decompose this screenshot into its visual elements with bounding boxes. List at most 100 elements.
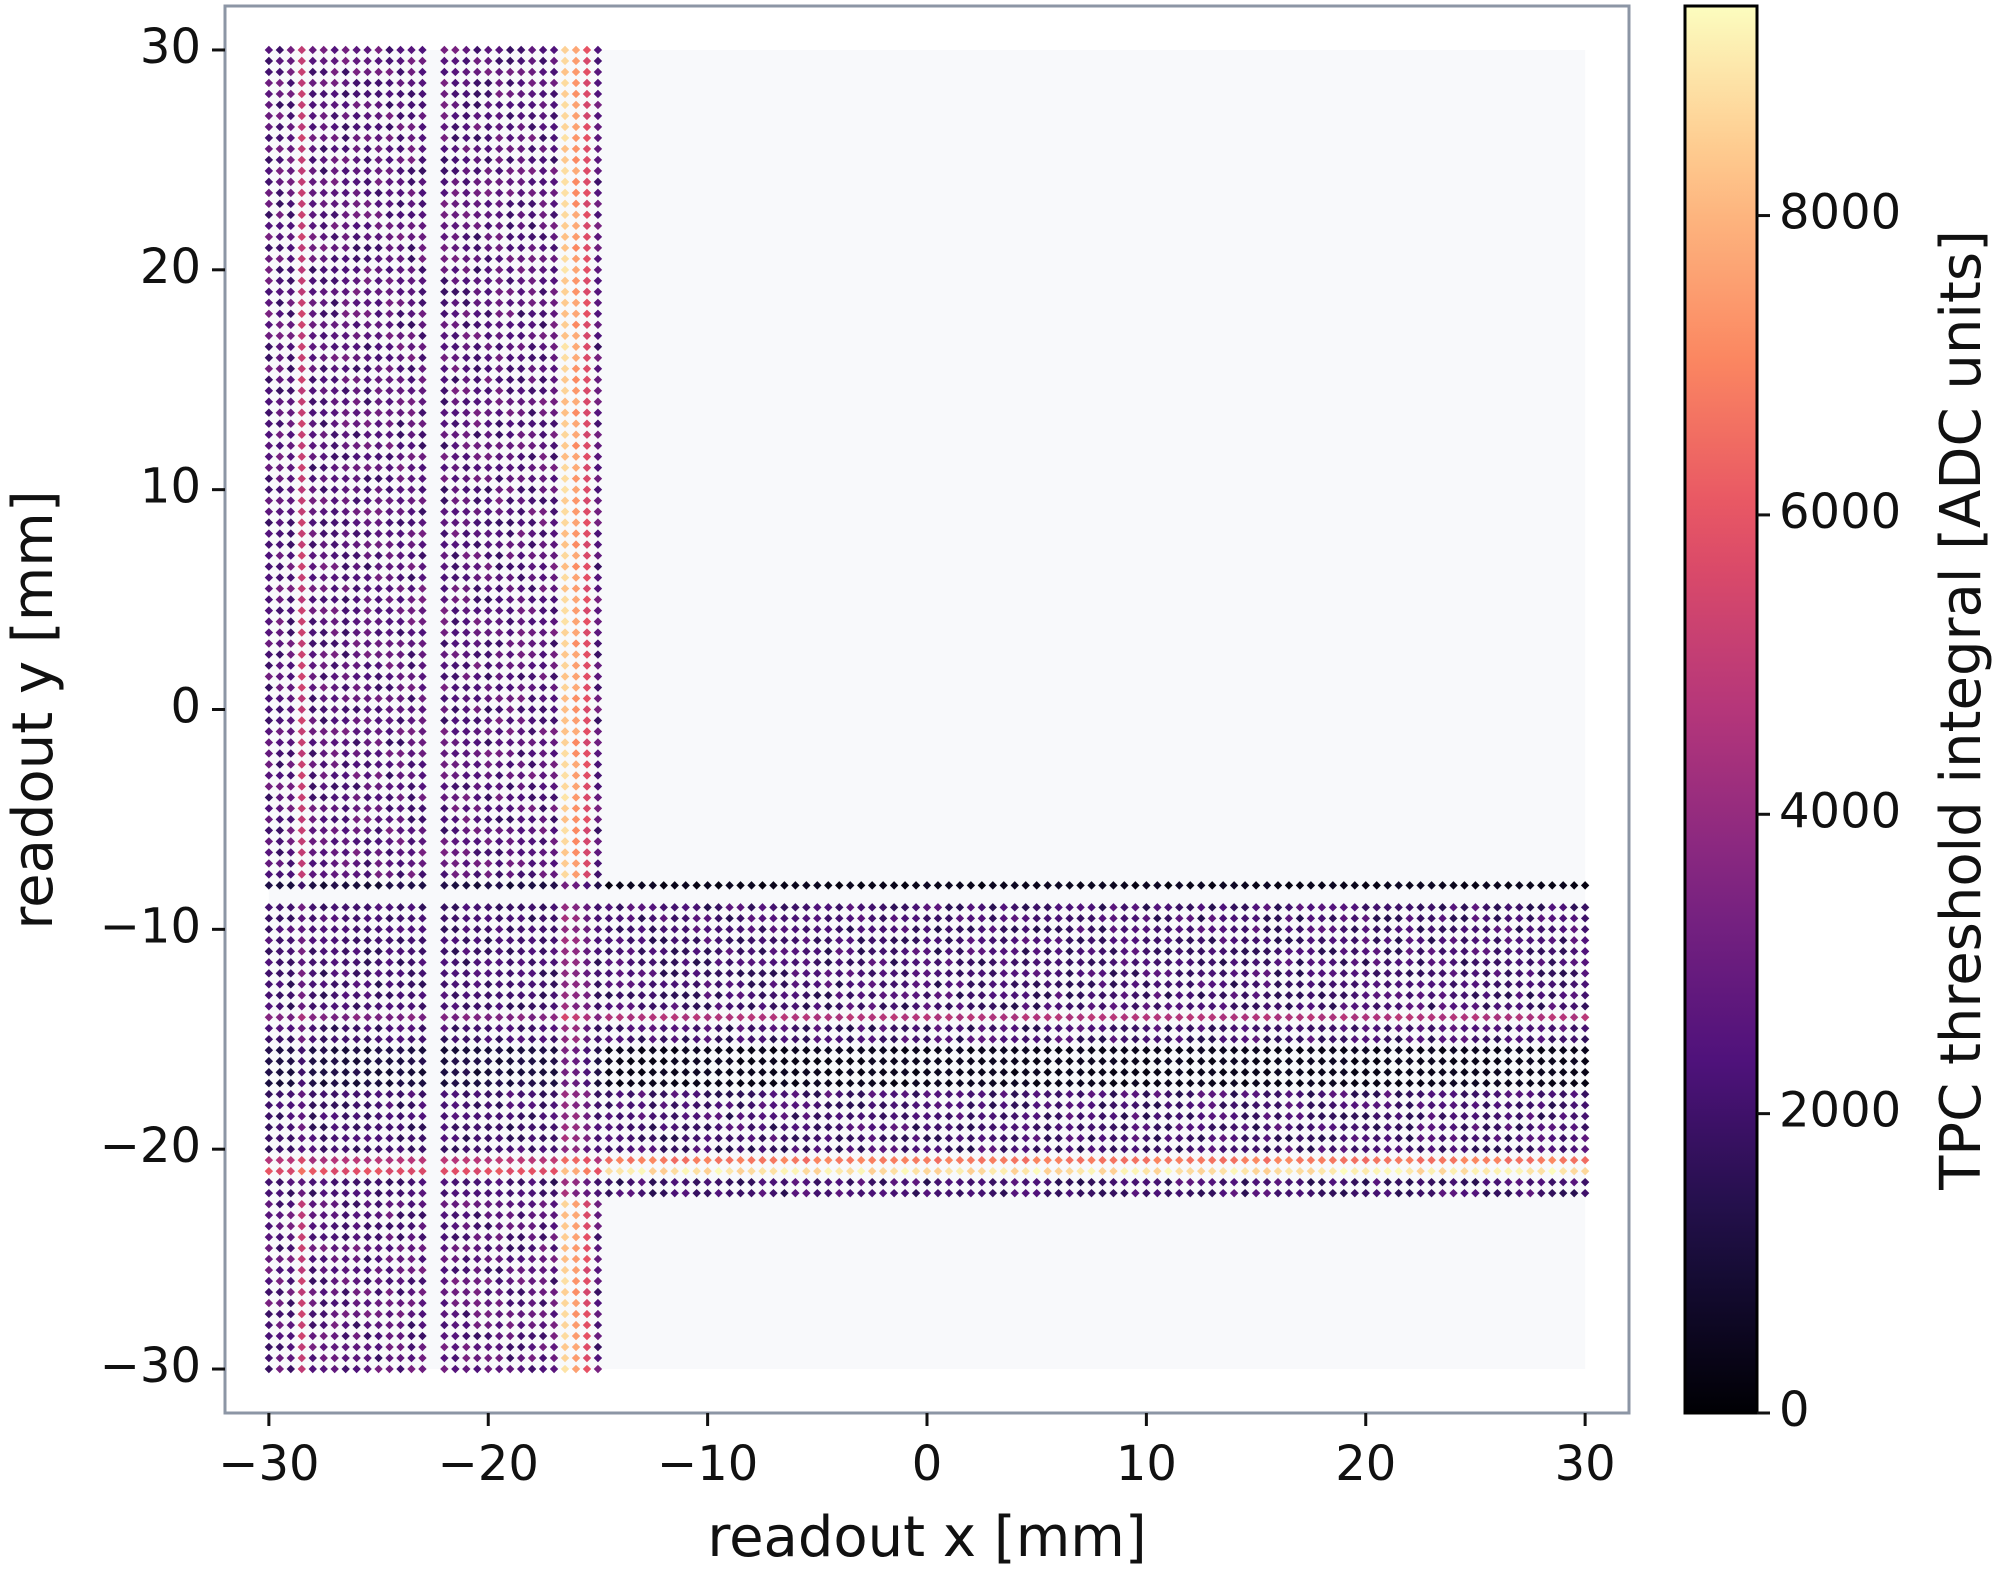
pad-marker bbox=[374, 881, 383, 890]
pad-marker bbox=[451, 1112, 460, 1121]
pad-marker bbox=[286, 1276, 296, 1286]
pad-marker bbox=[264, 177, 274, 187]
pad-marker bbox=[341, 969, 350, 978]
pad-marker bbox=[319, 122, 328, 132]
pad-marker bbox=[396, 925, 405, 934]
pad-marker bbox=[264, 232, 274, 242]
pad-marker bbox=[264, 1353, 274, 1363]
pad-marker bbox=[418, 89, 427, 99]
pad-marker bbox=[286, 881, 296, 890]
pad-marker bbox=[308, 1112, 317, 1121]
pad-marker bbox=[319, 155, 328, 165]
pad-marker bbox=[264, 738, 274, 747]
pad-marker bbox=[286, 166, 296, 176]
pad-marker bbox=[341, 155, 350, 165]
pad-marker bbox=[308, 320, 317, 329]
pad-marker bbox=[385, 408, 394, 417]
pad-marker bbox=[330, 1221, 339, 1231]
pad-marker bbox=[374, 551, 383, 560]
pad-marker bbox=[407, 430, 416, 439]
pad-marker bbox=[275, 133, 285, 143]
pad-marker bbox=[407, 45, 416, 55]
pad-marker bbox=[407, 870, 416, 879]
pad-marker bbox=[363, 1166, 372, 1176]
pad-marker bbox=[363, 78, 372, 88]
pad-marker bbox=[374, 1090, 383, 1099]
pad-marker bbox=[407, 177, 416, 187]
pad-marker bbox=[330, 1276, 339, 1286]
pad-marker bbox=[297, 89, 306, 99]
pad-marker bbox=[352, 474, 361, 483]
pad-marker bbox=[374, 980, 383, 989]
pad-marker bbox=[363, 705, 372, 714]
pad-marker bbox=[308, 1002, 317, 1011]
pad-marker bbox=[374, 903, 383, 912]
pad-marker bbox=[451, 727, 460, 736]
pad-marker bbox=[341, 1166, 350, 1176]
pad-marker bbox=[440, 199, 449, 209]
pad-marker bbox=[451, 89, 460, 99]
pad-marker bbox=[297, 562, 306, 571]
pad-marker bbox=[363, 1035, 372, 1044]
pad-marker bbox=[385, 1221, 394, 1231]
pad-marker bbox=[462, 1342, 471, 1352]
pad-marker bbox=[275, 452, 285, 461]
pad-marker bbox=[407, 1090, 416, 1099]
pad-marker bbox=[418, 903, 427, 912]
pad-marker bbox=[319, 650, 328, 659]
pad-marker bbox=[440, 485, 449, 494]
pad-marker bbox=[319, 166, 328, 176]
pad-marker bbox=[319, 111, 328, 121]
pad-marker bbox=[407, 386, 416, 395]
pad-marker bbox=[352, 1188, 361, 1198]
pad-marker bbox=[440, 914, 449, 923]
pad-marker bbox=[264, 639, 274, 648]
pad-marker bbox=[374, 1166, 383, 1176]
pad-marker bbox=[286, 452, 296, 461]
pad-marker bbox=[363, 584, 372, 593]
pad-marker bbox=[396, 881, 405, 890]
pad-marker bbox=[451, 804, 460, 813]
pad-marker bbox=[363, 100, 372, 110]
pad-marker bbox=[264, 254, 274, 264]
pad-marker bbox=[341, 1068, 350, 1077]
pad-marker bbox=[275, 419, 285, 428]
pad-marker bbox=[462, 1254, 471, 1264]
pad-marker bbox=[451, 122, 460, 132]
pad-marker bbox=[308, 793, 317, 802]
pad-marker bbox=[363, 1068, 372, 1077]
pad-marker bbox=[286, 56, 296, 66]
pad-marker bbox=[363, 254, 372, 264]
pad-marker bbox=[308, 474, 317, 483]
pad-marker bbox=[319, 540, 328, 549]
pad-marker bbox=[286, 1177, 296, 1187]
pad-marker bbox=[385, 166, 394, 176]
pad-marker bbox=[363, 419, 372, 428]
pad-marker bbox=[385, 584, 394, 593]
pad-marker bbox=[297, 408, 306, 417]
pad-marker bbox=[275, 1101, 285, 1110]
pad-marker bbox=[275, 386, 285, 395]
pad-marker bbox=[363, 298, 372, 307]
pad-marker bbox=[264, 573, 274, 582]
pad-marker bbox=[275, 1320, 285, 1330]
pad-marker bbox=[385, 683, 394, 692]
pad-marker bbox=[286, 793, 296, 802]
pad-marker bbox=[374, 738, 383, 747]
pad-marker bbox=[407, 287, 416, 296]
pad-marker bbox=[418, 1024, 427, 1033]
pad-marker bbox=[385, 485, 394, 494]
pad-marker bbox=[440, 1046, 449, 1055]
pad-marker bbox=[319, 1155, 328, 1165]
pad-marker bbox=[341, 1331, 350, 1341]
pad-marker bbox=[462, 705, 471, 714]
pad-marker bbox=[275, 210, 285, 220]
pad-marker bbox=[319, 441, 328, 450]
pad-marker bbox=[374, 650, 383, 659]
pad-marker bbox=[374, 331, 383, 340]
pad-marker bbox=[385, 529, 394, 538]
pad-marker bbox=[308, 650, 317, 659]
pad-marker bbox=[308, 1298, 317, 1308]
pad-marker bbox=[352, 804, 361, 813]
pad-marker bbox=[352, 485, 361, 494]
